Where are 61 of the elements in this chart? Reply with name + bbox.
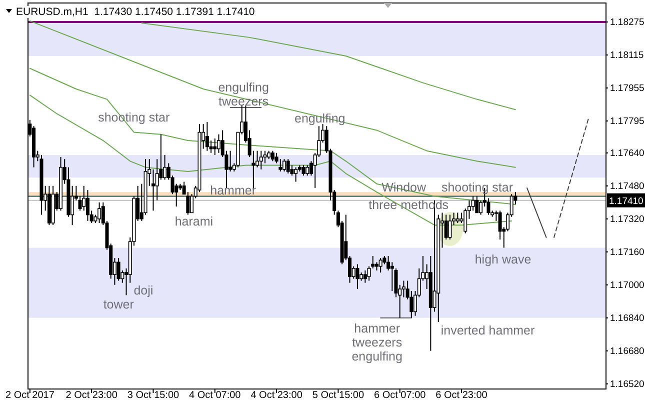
x-tick-label: 2 Oct 23:00 xyxy=(66,390,118,401)
y-tick-label: 1.17640 xyxy=(610,148,644,159)
candlestick xyxy=(363,270,367,284)
candlestick xyxy=(209,140,213,154)
candlestick xyxy=(294,166,298,182)
line-series xyxy=(29,94,512,226)
line-series xyxy=(141,22,516,110)
annotation: harami xyxy=(174,214,214,228)
candlestick xyxy=(471,196,475,212)
annotation: tower xyxy=(103,298,134,312)
candlestick xyxy=(278,158,282,172)
x-tick-label: 6 Oct 07:00 xyxy=(374,390,426,401)
x-tick-label: 5 Oct 15:00 xyxy=(312,390,364,401)
annotation: shooting star xyxy=(441,180,514,194)
y-tick-label: 1.17160 xyxy=(610,246,644,258)
y-tick-label: 1.17000 xyxy=(610,280,644,291)
candlestick xyxy=(116,258,120,282)
candlestick xyxy=(270,150,274,162)
candlestick xyxy=(306,164,310,176)
y-tick-label: 1.17320 xyxy=(610,214,644,225)
candlestick xyxy=(216,134,220,154)
annotation: hammer xyxy=(354,322,400,336)
candlestick xyxy=(475,196,479,214)
y-tick-label: 1.18275 xyxy=(610,17,644,28)
ref-line-label: 1.17410 xyxy=(609,196,644,207)
y-tick-label: 1.16680 xyxy=(610,346,644,357)
candlestick xyxy=(205,121,209,152)
x-tick-label: 2 Oct 2017 xyxy=(5,390,55,401)
y-tick-label: 1.17480 xyxy=(610,180,644,192)
annotation: engulfing xyxy=(218,80,269,94)
y-tick-label: 1.16520 xyxy=(610,378,644,390)
annotation: hammer xyxy=(210,184,256,198)
annotation: inverted hammer xyxy=(440,324,535,338)
x-tick-label: 3 Oct 15:00 xyxy=(127,390,180,401)
candlestick xyxy=(213,138,217,156)
candlestick xyxy=(98,202,102,224)
candlestick xyxy=(86,190,90,222)
y-tick-label: 1.16840 xyxy=(610,312,644,324)
candlestick xyxy=(82,185,86,212)
x-tick-label: 4 Oct 07:00 xyxy=(189,390,242,401)
candlestick xyxy=(444,214,448,240)
annotation: engulfing xyxy=(352,350,403,364)
candlestick xyxy=(456,212,460,224)
annotation: doji xyxy=(134,284,154,298)
candlestick xyxy=(302,164,306,176)
annotation: high wave xyxy=(474,252,532,266)
candlestick xyxy=(448,214,452,240)
candlestick xyxy=(259,150,263,170)
candlestick xyxy=(228,150,232,172)
annotation: tweezers xyxy=(352,336,402,350)
x-tick-label: 4 Oct 23:00 xyxy=(250,390,303,401)
candlestick xyxy=(286,158,290,174)
candlestick xyxy=(356,264,360,290)
y-tick-label: 1.18115 xyxy=(610,50,644,61)
candlestick xyxy=(378,258,382,273)
y-tick-label: 1.17955 xyxy=(610,82,644,94)
chart-title: EURUSD.m,H1 1.17430 1.17450 1.17391 1.17410 xyxy=(16,6,255,18)
y-tick-label: 1.17795 xyxy=(610,116,644,127)
x-tick-label: 6 Oct 23:00 xyxy=(436,390,488,401)
candlestick xyxy=(282,158,286,172)
line-series xyxy=(29,20,516,168)
